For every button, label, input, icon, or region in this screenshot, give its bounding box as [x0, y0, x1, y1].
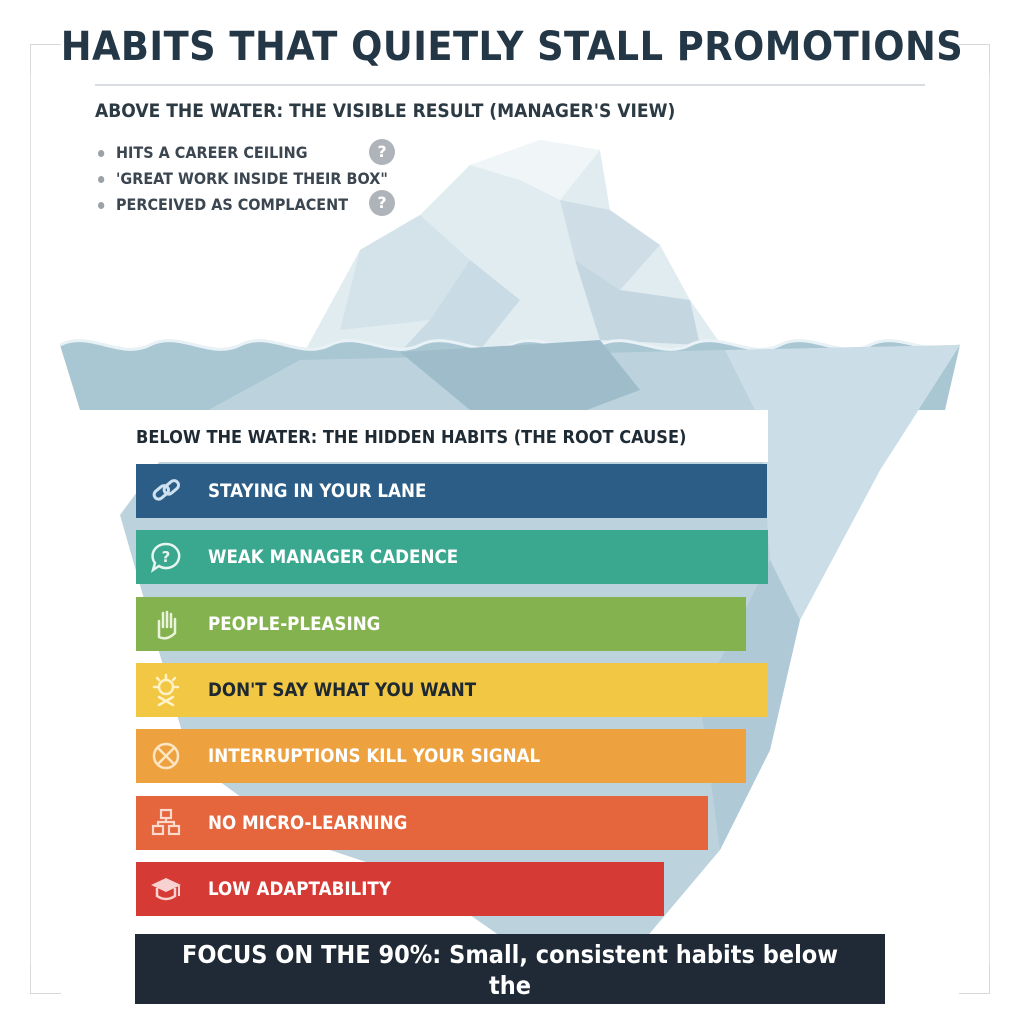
habit-label: PEOPLE-PLEASING [208, 613, 381, 635]
frame-side [30, 74, 31, 964]
frame-corner [959, 44, 990, 75]
below-heading-panel [118, 410, 768, 462]
habit-bar-no-micro-learning: NO MICRO-LEARNING [136, 796, 708, 850]
habit-label: INTERRUPTIONS KILL YOUR SIGNAL [208, 745, 541, 767]
habit-label: LOW ADAPTABILITY [208, 878, 391, 900]
page-title: HABITS THAT QUIETLY STALL PROMOTIONS [60, 24, 964, 70]
habit-label: DON'T SAY WHAT YOU WANT [208, 679, 477, 701]
habit-bar-interruptions-kill-your-signal: INTERRUPTIONS KILL YOUR SIGNAL [136, 729, 746, 783]
svg-text:?: ? [162, 548, 171, 566]
no-signal-icon [146, 736, 186, 776]
question-circle-icon: ? [369, 139, 395, 165]
visible-results-list: HITS A CAREER CEILING 'GREAT WORK INSIDE… [98, 140, 420, 218]
habit-bar-low-adaptability: LOW ADAPTABILITY [136, 862, 664, 916]
focus-banner-line2: surface are the key to GROWTH. [305, 1002, 715, 1031]
focus-banner-line1: FOCUS ON THE 90%: Small, consistent habi… [181, 940, 839, 1000]
habit-label: NO MICRO-LEARNING [208, 812, 408, 834]
frame-corner [30, 963, 61, 994]
frame-side [989, 74, 990, 964]
frame-corner [959, 963, 990, 994]
chain-link-icon [146, 471, 186, 511]
question-bubble-icon: ? [146, 537, 186, 577]
frame-corner [30, 44, 61, 75]
question-circle-icon: ? [369, 190, 395, 216]
title-divider [95, 84, 925, 86]
below-water-heading: BELOW THE WATER: THE HIDDEN HABITS (THE … [136, 427, 687, 448]
habit-bar-dont-say-what-you-want: DON'T SAY WHAT YOU WANT [136, 663, 768, 717]
habit-bar-staying-in-your-lane: STAYING IN YOUR LANE [136, 464, 767, 518]
raised-hand-icon [146, 604, 186, 644]
habit-bar-weak-manager-cadence: ? WEAK MANAGER CADENCE [136, 530, 768, 584]
muted-idea-icon [146, 670, 186, 710]
habit-bar-people-pleasing: PEOPLE-PLEASING [136, 597, 746, 651]
learning-blocks-icon [146, 803, 186, 843]
list-item: 'GREAT WORK INSIDE THEIR BOX" [98, 166, 388, 192]
habit-label: STAYING IN YOUR LANE [208, 480, 427, 502]
above-water-heading: ABOVE THE WATER: THE VISIBLE RESULT (MAN… [95, 100, 676, 122]
list-item: PERCEIVED AS COMPLACENT [98, 192, 388, 218]
focus-banner: FOCUS ON THE 90%: Small, consistent habi… [135, 934, 885, 1031]
habit-label: WEAK MANAGER CADENCE [208, 546, 459, 568]
list-item: HITS A CAREER CEILING [98, 140, 388, 166]
graduation-cap-icon [146, 869, 186, 909]
